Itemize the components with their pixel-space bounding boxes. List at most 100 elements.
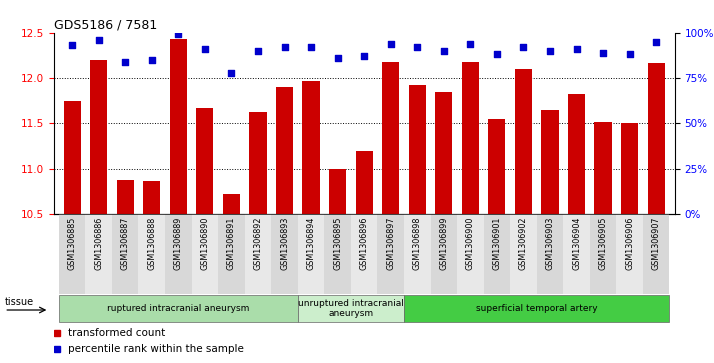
Bar — [462, 62, 479, 214]
Text: GSM1306891: GSM1306891 — [227, 217, 236, 270]
Bar — [404, 295, 670, 322]
Text: GSM1306907: GSM1306907 — [652, 217, 660, 270]
Point — [650, 39, 662, 45]
Point — [624, 52, 635, 57]
Text: GSM1306895: GSM1306895 — [333, 217, 342, 270]
Bar — [515, 69, 532, 214]
Text: GSM1306897: GSM1306897 — [386, 217, 395, 270]
Text: GSM1306893: GSM1306893 — [280, 217, 289, 270]
Point — [598, 50, 609, 56]
Point — [306, 44, 317, 50]
Bar — [86, 214, 112, 294]
Text: GSM1306899: GSM1306899 — [439, 217, 448, 270]
Text: GSM1306887: GSM1306887 — [121, 217, 130, 270]
Bar — [276, 87, 293, 214]
Bar — [298, 214, 324, 294]
Point — [438, 48, 450, 54]
Point — [146, 57, 158, 63]
Bar — [483, 214, 510, 294]
Point — [119, 59, 131, 65]
Text: GSM1306906: GSM1306906 — [625, 217, 634, 270]
Bar — [249, 112, 266, 214]
Bar — [170, 39, 187, 214]
Point — [358, 53, 370, 59]
Text: GSM1306890: GSM1306890 — [201, 217, 209, 270]
Text: GSM1306900: GSM1306900 — [466, 217, 475, 270]
Text: ruptured intracranial aneurysm: ruptured intracranial aneurysm — [107, 304, 249, 313]
Bar — [298, 295, 404, 322]
Bar — [563, 214, 590, 294]
Point — [332, 55, 343, 61]
Bar — [116, 180, 134, 214]
Point — [278, 44, 290, 50]
Text: percentile rank within the sample: percentile rank within the sample — [68, 344, 243, 354]
Point — [173, 32, 184, 37]
Bar — [616, 214, 643, 294]
Text: GSM1306888: GSM1306888 — [147, 217, 156, 270]
Bar — [223, 194, 240, 214]
Point — [465, 41, 476, 46]
Bar — [324, 214, 351, 294]
Bar — [488, 119, 506, 214]
Bar — [90, 60, 107, 214]
Text: tissue: tissue — [4, 297, 34, 307]
Bar — [139, 214, 165, 294]
Bar — [431, 214, 457, 294]
Bar — [303, 81, 320, 214]
Point — [411, 44, 423, 50]
Bar — [595, 122, 612, 214]
Bar — [408, 85, 426, 214]
Point — [252, 48, 263, 54]
Bar — [537, 214, 563, 294]
Bar — [378, 214, 404, 294]
Point — [199, 46, 211, 52]
Bar — [191, 214, 218, 294]
Point — [570, 46, 582, 52]
Point — [226, 70, 237, 76]
Bar — [382, 62, 399, 214]
Text: GSM1306901: GSM1306901 — [493, 217, 501, 270]
Text: GSM1306889: GSM1306889 — [174, 217, 183, 270]
Bar — [112, 214, 139, 294]
Bar — [510, 214, 537, 294]
Bar — [59, 214, 86, 294]
Text: GSM1306885: GSM1306885 — [68, 217, 76, 270]
Point — [491, 52, 503, 57]
Point — [385, 41, 396, 46]
Text: GSM1306905: GSM1306905 — [598, 217, 608, 270]
Point — [544, 48, 555, 54]
Text: GSM1306896: GSM1306896 — [360, 217, 368, 270]
Bar — [648, 63, 665, 214]
Text: GSM1306903: GSM1306903 — [545, 217, 555, 270]
Text: GSM1306898: GSM1306898 — [413, 217, 422, 270]
Text: superficial temporal artery: superficial temporal artery — [476, 304, 598, 313]
Bar — [404, 214, 431, 294]
Bar — [64, 101, 81, 214]
Text: GSM1306886: GSM1306886 — [94, 217, 104, 270]
Text: GSM1306894: GSM1306894 — [306, 217, 316, 270]
Text: GSM1306892: GSM1306892 — [253, 217, 263, 270]
Bar — [590, 214, 616, 294]
Bar — [143, 181, 161, 214]
Text: GDS5186 / 7581: GDS5186 / 7581 — [54, 19, 157, 32]
Text: unruptured intracranial
aneurysm: unruptured intracranial aneurysm — [298, 299, 404, 318]
Bar — [643, 214, 670, 294]
Bar — [568, 94, 585, 214]
Bar — [245, 214, 271, 294]
Bar — [621, 123, 638, 214]
Bar — [196, 108, 213, 214]
Bar — [351, 214, 378, 294]
Bar — [541, 110, 558, 214]
Bar — [457, 214, 483, 294]
Bar — [59, 295, 298, 322]
Bar — [271, 214, 298, 294]
Bar — [218, 214, 245, 294]
Text: GSM1306902: GSM1306902 — [519, 217, 528, 270]
Bar — [356, 151, 373, 214]
Bar — [329, 169, 346, 214]
Point — [93, 37, 104, 43]
Text: GSM1306904: GSM1306904 — [572, 217, 581, 270]
Point — [66, 42, 78, 48]
Point — [518, 44, 529, 50]
Bar — [435, 92, 453, 214]
